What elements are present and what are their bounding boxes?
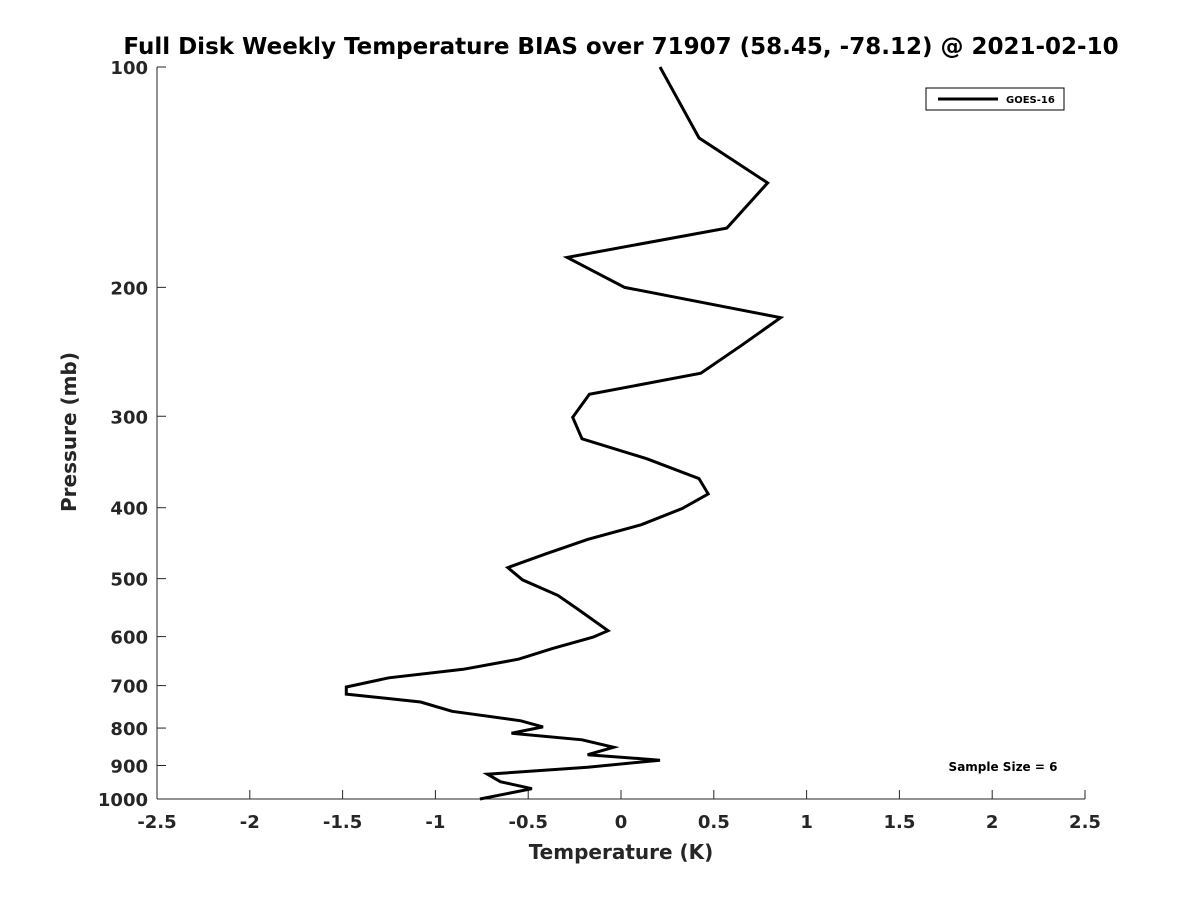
x-tick-label: 0.5: [698, 812, 730, 833]
y-tick-label: 500: [110, 570, 148, 591]
x-tick-label: -2.5: [137, 812, 176, 833]
series-layer: [344, 66, 785, 801]
chart-title: Full Disk Weekly Temperature BIAS over 7…: [123, 34, 1118, 60]
y-tick-label: 700: [110, 677, 148, 698]
x-tick-label: 0: [615, 812, 628, 833]
y-tick-label: 900: [110, 757, 148, 778]
x-tick-label: 2: [986, 812, 999, 833]
legend: GOES-16: [925, 87, 1065, 111]
y-tick-label: 400: [110, 499, 148, 520]
y-tick-label: 200: [110, 278, 148, 299]
y-tick-label: 100: [110, 58, 148, 79]
sample-size-annotation: Sample Size = 6: [949, 760, 1058, 774]
legend-entry-goes-16: GOES-16: [1006, 95, 1055, 106]
y-tick-label: 600: [110, 628, 148, 649]
axes: -2.5 -2 -1.5 -1 -0.5 0 0.5 1 1.5 2 2.5 100 200 300 400…: [98, 58, 1101, 833]
y-tick-label: 800: [110, 719, 148, 740]
y-tick-label: 1000: [98, 790, 148, 811]
series-line-0: [344, 66, 785, 801]
x-tick-label: -2: [240, 812, 260, 833]
x-axis-label: Temperature (K): [529, 840, 714, 864]
x-tick-label: 2.5: [1069, 812, 1101, 833]
x-tick-label: 1.5: [883, 812, 915, 833]
x-tick-label: -1: [425, 812, 445, 833]
y-axis-label: Pressure (mb): [57, 352, 81, 512]
x-tick-label: -1.5: [323, 812, 362, 833]
y-tick-label: 300: [110, 407, 148, 428]
x-tick-label: 1: [800, 812, 813, 833]
x-tick-label: -0.5: [509, 812, 548, 833]
